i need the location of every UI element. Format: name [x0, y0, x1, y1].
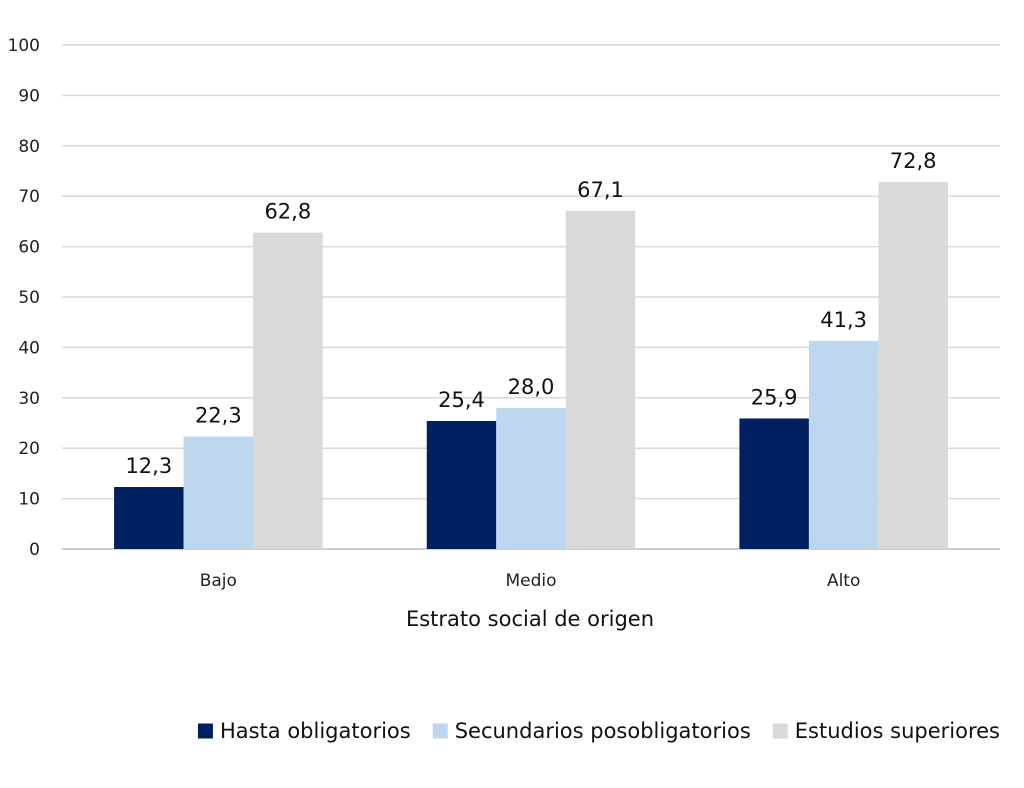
- bar: [427, 421, 497, 549]
- data-label: 12,3: [125, 454, 172, 478]
- x-tick-label: Medio: [505, 571, 556, 591]
- legend-item: Hasta obligatorios: [198, 719, 411, 743]
- bar: [114, 487, 184, 549]
- legend-label: Hasta obligatorios: [220, 719, 411, 743]
- data-label: 25,9: [751, 385, 798, 409]
- legend-swatch: [773, 724, 788, 739]
- legend-label: Secundarios posobligatorios: [455, 719, 751, 743]
- y-tick-label: 70: [18, 187, 40, 207]
- y-tick-label: 10: [18, 490, 40, 510]
- y-axis-ticks: 0 10 20 30 40 50 60 70 80 90 100: [8, 36, 40, 560]
- data-label: 62,8: [264, 199, 311, 223]
- data-label: 28,0: [508, 375, 555, 399]
- bar: [878, 182, 948, 549]
- legend: Hasta obligatorios Secundarios posobligat…: [198, 719, 1000, 743]
- y-tick-label: 100: [8, 36, 40, 56]
- bar: [566, 211, 636, 549]
- bar: [739, 418, 809, 549]
- legend-swatch: [198, 724, 213, 739]
- y-tick-label: 40: [18, 338, 40, 358]
- bar: [496, 408, 566, 549]
- data-label: 25,4: [438, 388, 485, 412]
- legend-label: Estudios superiores: [795, 719, 1000, 743]
- x-axis-title: Estrato social de origen: [406, 607, 654, 631]
- x-tick-label: Bajo: [200, 571, 237, 591]
- data-label: 22,3: [195, 404, 242, 428]
- bar: [253, 232, 322, 549]
- y-tick-label: 50: [18, 288, 40, 308]
- y-tick-label: 90: [18, 86, 40, 106]
- legend-item: Estudios superiores: [773, 719, 1000, 743]
- y-tick-label: 30: [18, 389, 40, 409]
- legend-item: Secundarios posobligatorios: [433, 719, 751, 743]
- y-tick-label: 80: [18, 137, 40, 157]
- data-label: 67,1: [577, 178, 624, 202]
- data-label: 41,3: [820, 308, 867, 332]
- y-tick-label: 0: [29, 540, 40, 560]
- data-label: 72,8: [890, 149, 937, 173]
- bar-chart: 0 10 20 30 40 50 60 70 80 90 100 12,3 22,3 62,8 25,4 2…: [0, 0, 1024, 788]
- x-axis-ticks: Bajo Medio Alto: [200, 571, 861, 591]
- bar: [184, 437, 254, 549]
- x-tick-label: Alto: [827, 571, 860, 591]
- legend-swatch: [433, 724, 448, 739]
- bar: [809, 341, 879, 549]
- y-tick-label: 60: [18, 238, 40, 258]
- y-tick-label: 20: [18, 439, 40, 459]
- bars: [114, 182, 948, 549]
